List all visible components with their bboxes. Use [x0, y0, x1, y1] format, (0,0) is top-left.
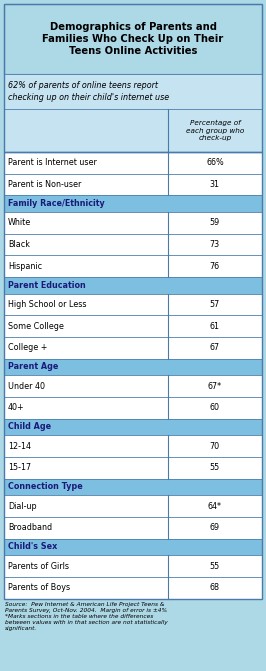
Bar — [4, 234, 262, 255]
Text: High School or Less: High School or Less — [8, 300, 86, 309]
Text: Hispanic: Hispanic — [8, 262, 42, 270]
Text: Parent Education: Parent Education — [8, 280, 86, 290]
Text: 57: 57 — [210, 300, 220, 309]
Bar — [4, 577, 262, 599]
Text: Parents of Boys: Parents of Boys — [8, 583, 70, 592]
Bar — [4, 517, 262, 539]
Bar — [4, 255, 262, 277]
Text: Dial-up: Dial-up — [8, 502, 37, 511]
Text: 67: 67 — [210, 344, 220, 352]
Text: Broadband: Broadband — [8, 523, 52, 532]
Text: 68: 68 — [210, 583, 220, 592]
Bar — [4, 74, 262, 109]
Text: 69: 69 — [210, 523, 220, 532]
Text: 62% of parents of online teens report
checking up on their child's internet use: 62% of parents of online teens report ch… — [8, 81, 169, 101]
Text: Demographics of Parents and
Families Who Check Up on Their
Teens Online Activiti: Demographics of Parents and Families Who… — [42, 21, 224, 56]
Text: Parent is Non-user: Parent is Non-user — [8, 180, 81, 189]
Text: White: White — [8, 218, 31, 227]
Text: Source:  Pew Internet & American Life Project Teens &
Parents Survey, Oct-Nov. 2: Source: Pew Internet & American Life Pro… — [5, 602, 168, 631]
Text: 55: 55 — [210, 463, 220, 472]
Text: 67*: 67* — [208, 382, 222, 391]
Bar — [4, 152, 262, 599]
Bar — [4, 294, 262, 315]
Text: Under 40: Under 40 — [8, 382, 45, 391]
Text: 66%: 66% — [206, 158, 224, 167]
Text: Parent is Internet user: Parent is Internet user — [8, 158, 97, 167]
Text: 59: 59 — [210, 218, 220, 227]
Bar — [4, 358, 262, 375]
Text: 31: 31 — [210, 180, 220, 189]
Bar — [4, 539, 262, 556]
Bar — [4, 4, 262, 152]
Bar — [4, 478, 262, 495]
Bar — [4, 195, 262, 212]
Text: Connection Type: Connection Type — [8, 482, 83, 491]
Bar — [4, 4, 262, 74]
Text: Percentage of
each group who
check-up: Percentage of each group who check-up — [186, 120, 244, 141]
Text: 15-17: 15-17 — [8, 463, 31, 472]
Text: 73: 73 — [210, 240, 220, 249]
Bar — [4, 174, 262, 195]
Text: 70: 70 — [210, 442, 220, 451]
Text: 76: 76 — [210, 262, 220, 270]
Bar — [4, 495, 262, 517]
Bar — [4, 556, 262, 577]
Bar — [4, 315, 262, 337]
Text: College +: College + — [8, 344, 47, 352]
Text: Family Race/Ethnicity: Family Race/Ethnicity — [8, 199, 105, 208]
Bar — [4, 212, 262, 234]
Text: 61: 61 — [210, 321, 220, 331]
Text: 64*: 64* — [208, 502, 222, 511]
Text: Child Age: Child Age — [8, 423, 51, 431]
Bar — [4, 397, 262, 419]
Bar — [4, 277, 262, 294]
Bar — [4, 109, 262, 152]
Text: 55: 55 — [210, 562, 220, 570]
Text: 60: 60 — [210, 403, 220, 412]
Text: Parents of Girls: Parents of Girls — [8, 562, 69, 570]
Text: 12-14: 12-14 — [8, 442, 31, 451]
Bar — [4, 435, 262, 457]
Bar — [4, 457, 262, 478]
Text: Some College: Some College — [8, 321, 64, 331]
Bar — [4, 152, 262, 174]
Text: Black: Black — [8, 240, 30, 249]
Text: 40+: 40+ — [8, 403, 25, 412]
Bar — [4, 419, 262, 435]
Text: Child's Sex: Child's Sex — [8, 542, 57, 552]
Bar — [4, 375, 262, 397]
Text: Parent Age: Parent Age — [8, 362, 58, 372]
Bar — [4, 337, 262, 358]
